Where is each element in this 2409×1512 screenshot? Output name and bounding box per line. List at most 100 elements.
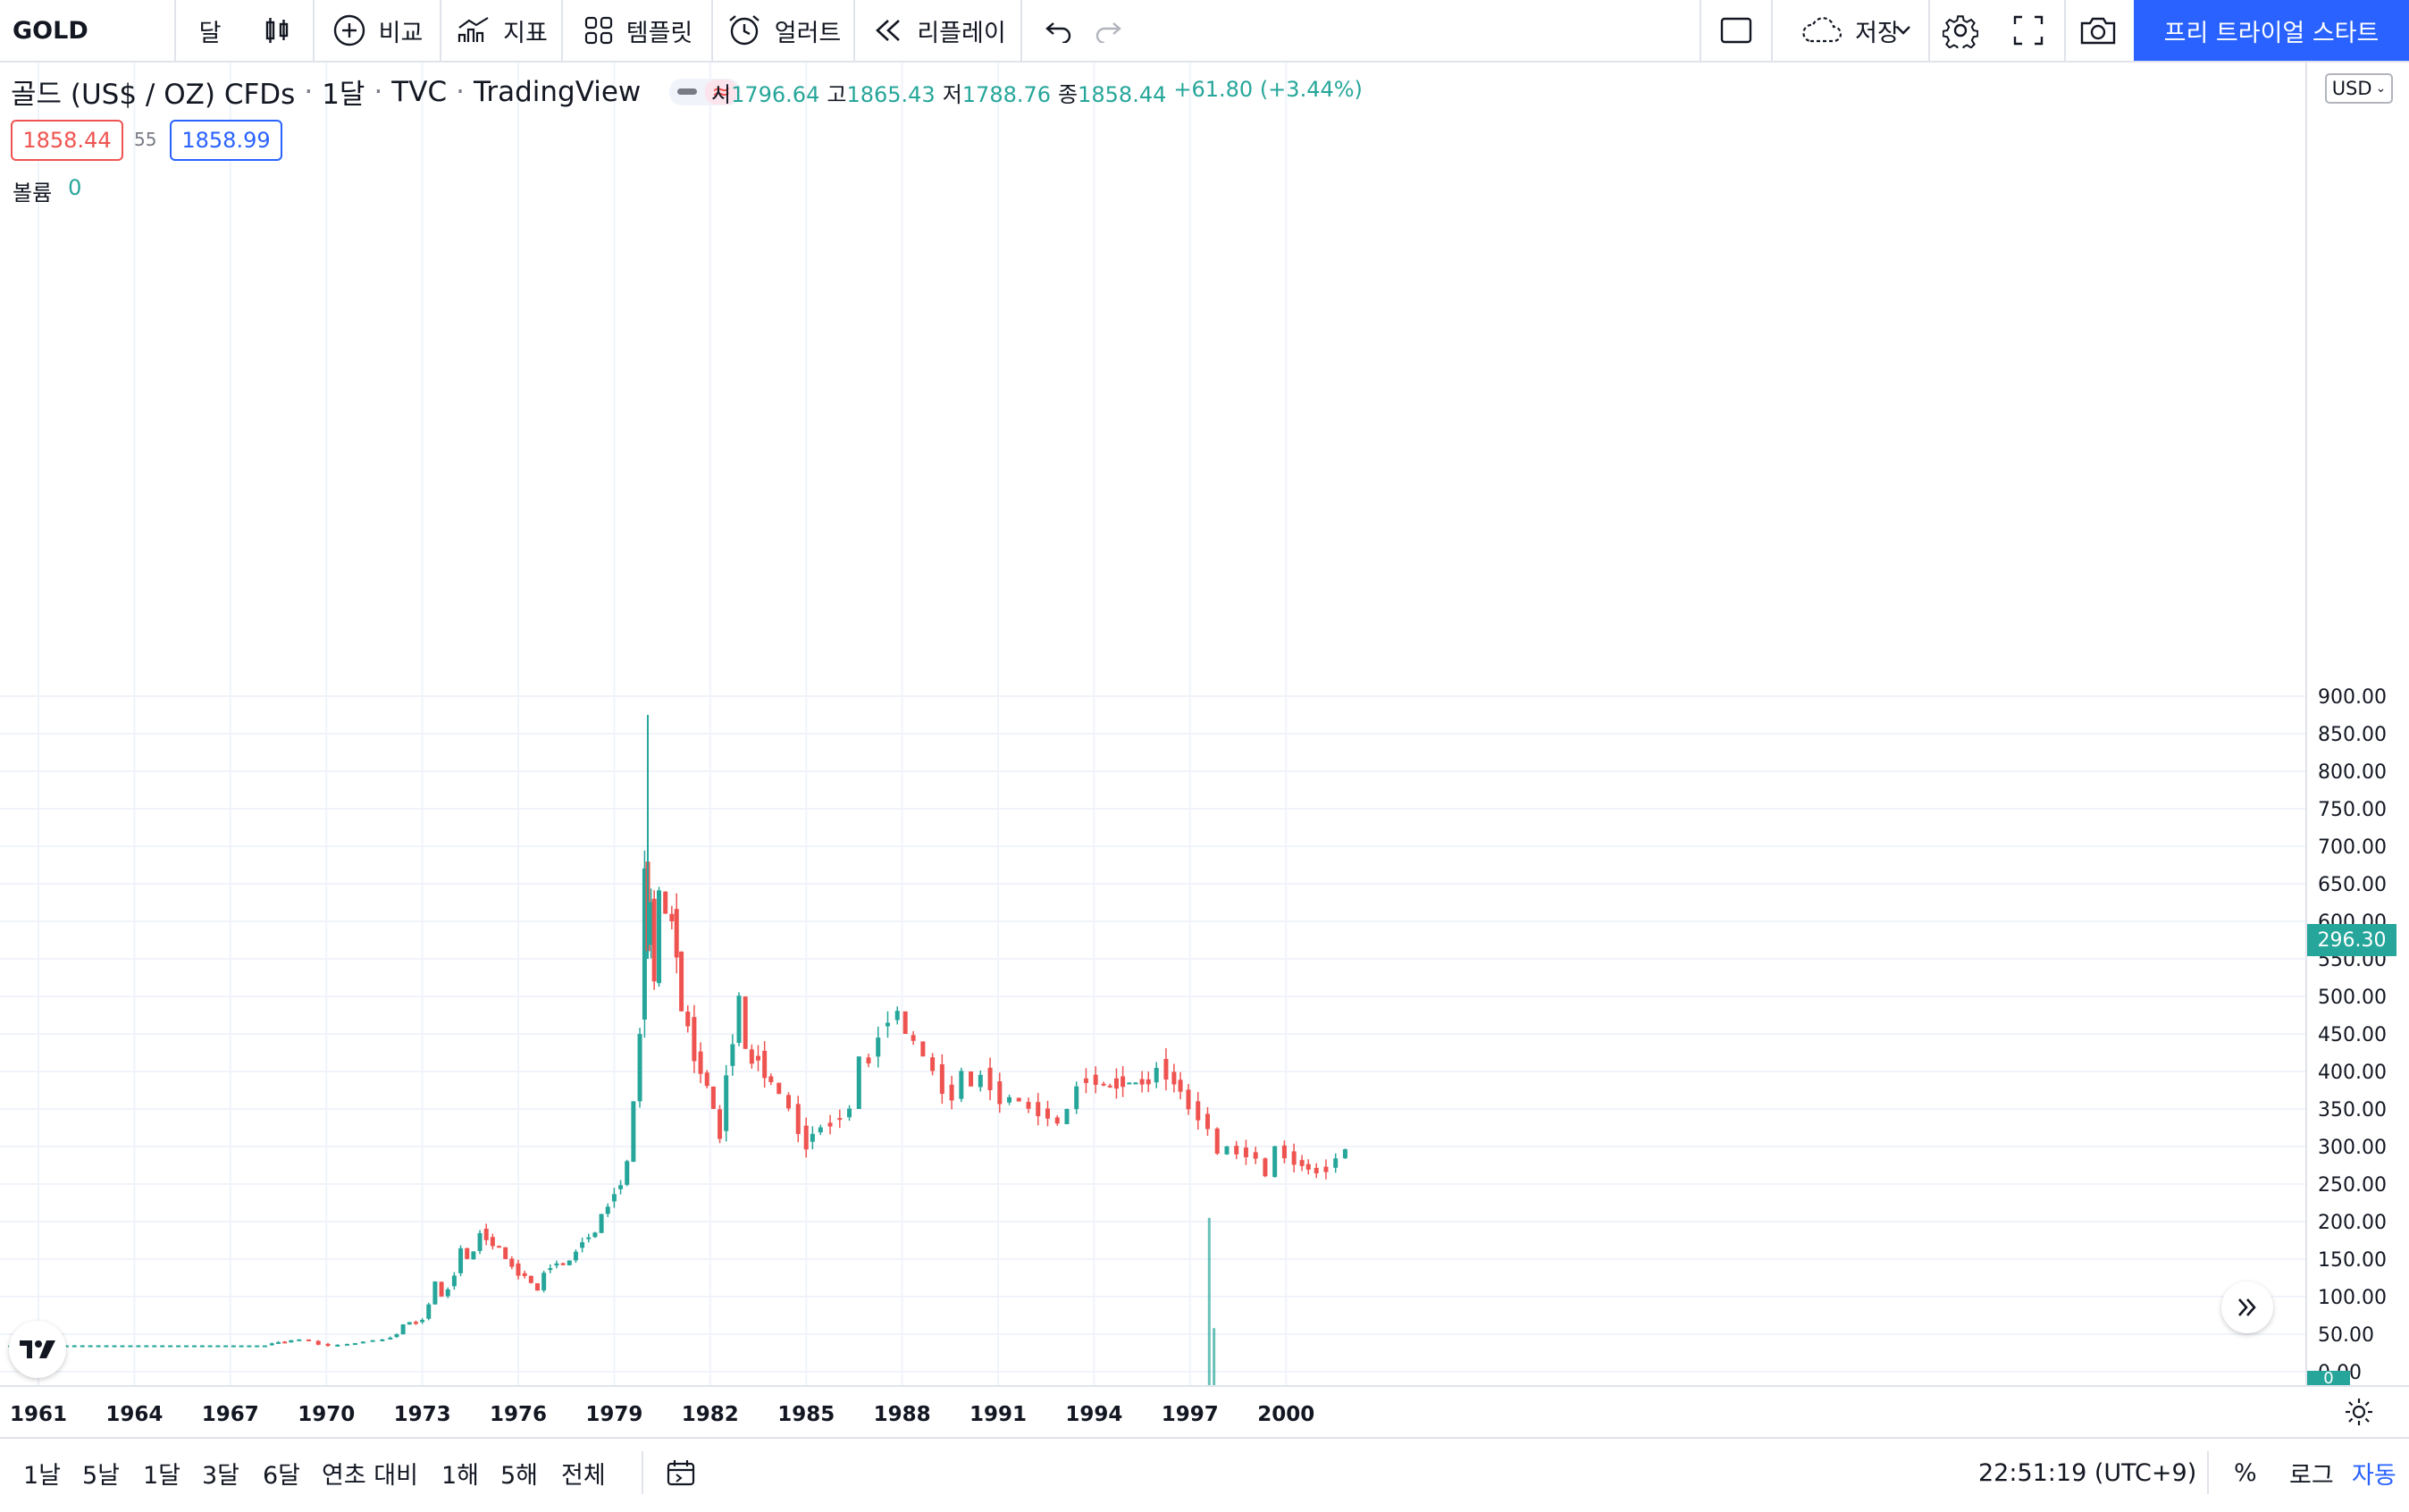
candle-body — [959, 1071, 964, 1099]
range-button[interactable]: 전체 — [561, 1461, 606, 1490]
tradingview-logo-icon[interactable] — [9, 1321, 66, 1378]
symbol-title[interactable]: 골드 (US$ / OZ) CFDs — [11, 79, 296, 111]
range-button[interactable]: 1날 — [23, 1461, 62, 1490]
time-tick-label: 1982 — [682, 1403, 739, 1426]
candle-body — [756, 1055, 760, 1061]
candle-body — [534, 1283, 540, 1291]
range-button[interactable]: 5날 — [82, 1461, 121, 1490]
theme-toggle-icon[interactable] — [2341, 1394, 2377, 1430]
candle-body — [1107, 1085, 1112, 1088]
currency-select[interactable]: USD ⌄ — [2325, 73, 2393, 104]
price-tick-label: 450.00 — [2318, 1024, 2387, 1046]
candle-body — [749, 1049, 754, 1064]
chevron-down-icon: ⌄ — [2375, 81, 2387, 96]
alert-button[interactable]: 얼러트 — [717, 0, 851, 61]
candle-series — [8, 715, 1347, 1348]
gear-icon[interactable] — [1930, 0, 1991, 61]
price-chart[interactable] — [0, 63, 2305, 1385]
layout-icon[interactable] — [1705, 0, 1767, 61]
alarm-clock-icon — [726, 13, 762, 47]
candle-body — [1127, 1082, 1132, 1085]
candle-body — [445, 1289, 450, 1297]
candle-body — [663, 891, 668, 914]
time-tick-label: 1997 — [1162, 1403, 1219, 1426]
range-button[interactable]: 3달 — [202, 1461, 240, 1490]
volume-value: 0 — [68, 175, 82, 200]
interval-button[interactable]: 달 — [179, 0, 241, 61]
open-value: 1796.64 — [731, 82, 820, 107]
percent-scale-button[interactable]: % — [2234, 1437, 2257, 1508]
clock-label: 22:51:19 (UTC+9) — [1978, 1458, 2197, 1487]
clock-timezone[interactable]: 22:51:19 (UTC+9) — [1978, 1437, 2196, 1508]
date-range-icon[interactable] — [661, 1437, 701, 1508]
symbol-label: GOLD — [13, 16, 88, 45]
redo-icon[interactable] — [1086, 0, 1130, 61]
range-button[interactable]: 1해 — [441, 1461, 480, 1490]
market-status-icon[interactable]: ≈ — [669, 78, 742, 105]
candle-body — [1083, 1078, 1088, 1083]
candle-body — [497, 1246, 502, 1248]
time-tick-label: 1970 — [298, 1403, 355, 1426]
low-value: 1788.76 — [961, 82, 1052, 107]
candle-body — [71, 1345, 77, 1348]
indicators-button[interactable]: 지표 — [445, 0, 559, 61]
candle-body — [1204, 1113, 1210, 1130]
time-tick-label: 1994 — [1065, 1403, 1122, 1426]
candle-body — [541, 1273, 547, 1290]
auto-scale-button[interactable]: 자동 — [2352, 1437, 2396, 1508]
candle-body — [580, 1242, 585, 1248]
candle-body — [894, 1011, 900, 1021]
symbol-search[interactable]: GOLD — [0, 0, 174, 61]
last-price-tag: 296.30 — [2307, 924, 2396, 956]
price-tick-label: 700.00 — [2318, 836, 2387, 859]
candle-body — [1163, 1058, 1169, 1080]
sell-price-button[interactable]: 1858.44 — [11, 120, 123, 161]
currency-label: USD — [2331, 78, 2372, 99]
top-toolbar — [0, 0, 2409, 63]
free-trial-button[interactable]: 프리 트라이얼 스타트 — [2134, 0, 2409, 61]
candle-body — [231, 1345, 236, 1348]
candle-body — [88, 1345, 93, 1348]
candle-body — [1026, 1102, 1031, 1109]
candle-body — [625, 1161, 630, 1185]
candle-body — [939, 1064, 944, 1094]
range-button[interactable]: 6달 — [263, 1461, 301, 1490]
fullscreen-icon[interactable] — [1998, 0, 2059, 61]
candle-type-icon[interactable] — [246, 0, 308, 61]
range-button[interactable]: 5해 — [500, 1461, 539, 1490]
candle-body — [325, 1343, 331, 1347]
chevron-down-icon[interactable] — [1885, 0, 1921, 61]
range-button[interactable]: 1달 — [143, 1461, 181, 1490]
candle-body — [827, 1122, 833, 1127]
divider — [1771, 0, 1773, 61]
grid-template-icon — [583, 15, 614, 46]
candle-body — [818, 1127, 823, 1133]
ohlc-readout: 시1796.64 고1865.43 저1788.76 종1858.44 +61.… — [711, 77, 1363, 108]
candle-body — [548, 1268, 553, 1271]
save-button[interactable]: 저장 — [1778, 0, 1921, 61]
templates-button[interactable]: 템플릿 — [567, 0, 709, 61]
scroll-to-realtime-button[interactable] — [2221, 1281, 2273, 1333]
candle-body — [144, 1345, 149, 1348]
buy-price-button[interactable]: 1858.99 — [170, 120, 282, 161]
divider — [1020, 0, 1022, 61]
camera-icon[interactable] — [2066, 0, 2130, 61]
replay-button[interactable]: 리플레이 — [860, 0, 1019, 61]
candle-body — [920, 1041, 926, 1057]
range-button[interactable]: 연초 대비 — [322, 1461, 418, 1490]
time-axis[interactable]: 1961 1964 1967 1970 1973 1976 1979 1982 1985 1988… — [0, 1385, 2409, 1437]
low-label: 저 — [942, 82, 962, 107]
candle-body — [1224, 1146, 1230, 1155]
candle-body — [902, 1011, 908, 1034]
candle-body — [1186, 1089, 1191, 1110]
time-tick-label: 1973 — [394, 1403, 451, 1426]
price-tick-label: 650.00 — [2318, 874, 2387, 896]
log-scale-button[interactable]: 로그 — [2289, 1437, 2334, 1508]
price-axis[interactable]: USD ⌄ 900.00 850.00 800.00 750.00 700.00 650.0… — [2305, 63, 2409, 1385]
candle-body — [669, 913, 675, 921]
candle-body — [63, 1345, 69, 1348]
close-label: 종 — [1058, 82, 1079, 107]
divider — [561, 0, 563, 61]
compare-button[interactable]: 비교 — [317, 0, 438, 61]
undo-icon[interactable] — [1037, 0, 1081, 61]
